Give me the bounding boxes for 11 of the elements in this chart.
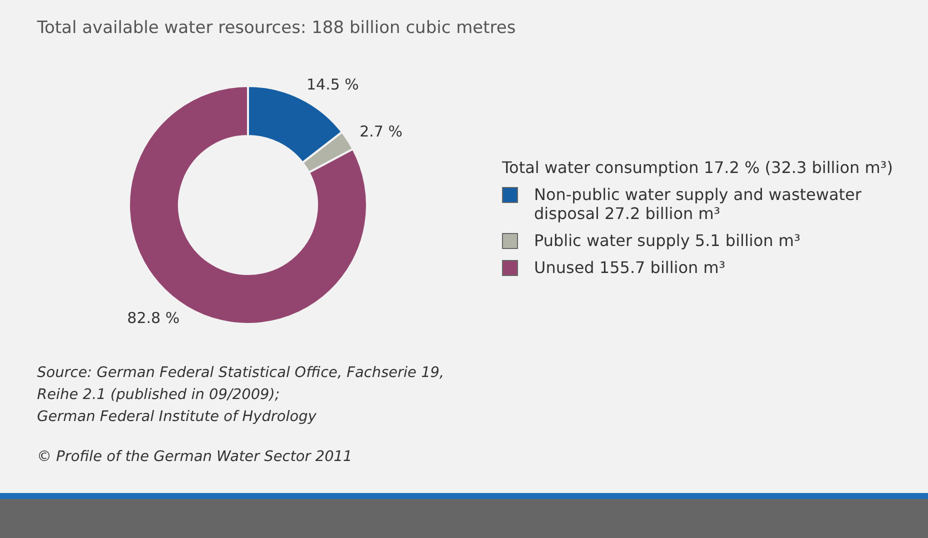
legend-label: Non-public water supply and wastewater disposal 27.2 billion m³ — [534, 185, 862, 223]
data-label: 2.7 % — [360, 122, 403, 141]
legend-label: Public water supply 5.1 billion m³ — [534, 231, 802, 250]
legend-title: Total water consumption 17.2 % (32.3 billion m³) — [502, 158, 894, 177]
text: © Profile of the German Water Sector 2011 — [37, 448, 354, 467]
data-label: 82.8 % — [127, 308, 180, 327]
text: German Federal Institute of Hydrology — [37, 408, 318, 427]
legend-label: Unused 155.7 billion m³ — [534, 258, 726, 277]
chart-title: Total available water resources: 188 billion cubic metres — [37, 18, 516, 38]
data-label: 14.5 % — [306, 75, 359, 94]
source-note: Source: German Federal Statistical Office, Fachserie 19, Reihe 2.1 (published in 09/2009); — [37, 364, 446, 405]
